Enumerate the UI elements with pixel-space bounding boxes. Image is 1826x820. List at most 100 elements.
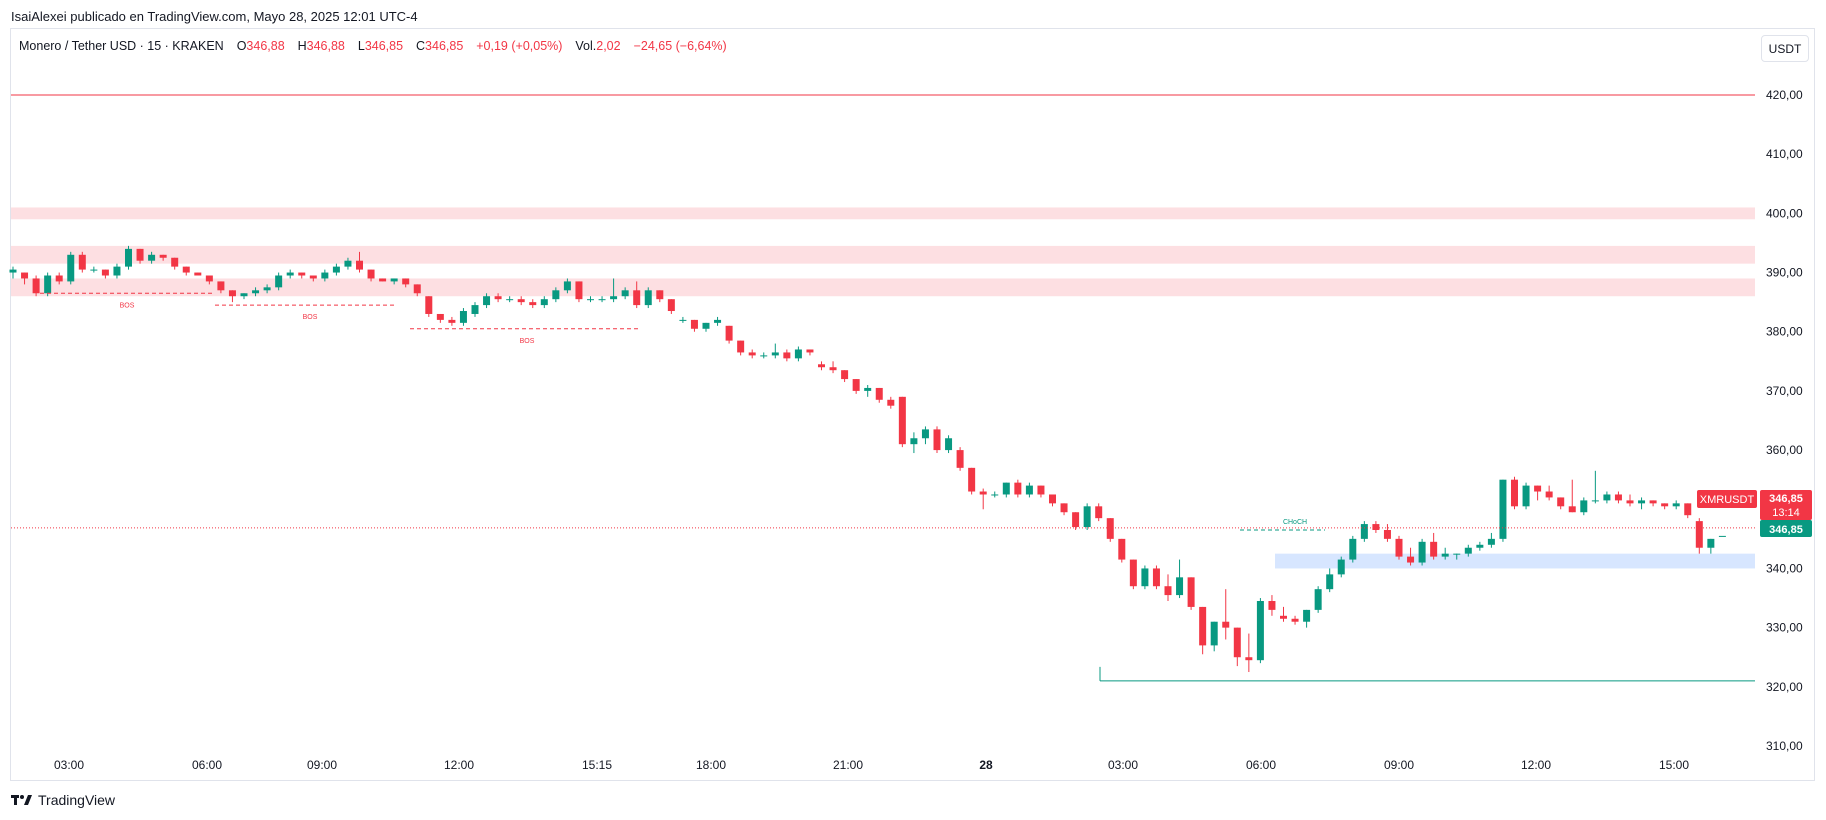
candle-body [194, 272, 202, 276]
zone-3 [1275, 553, 1755, 569]
candle-body [1591, 500, 1599, 502]
candle-body [344, 260, 352, 267]
y-tick-label: 340,00 [1766, 561, 1803, 575]
candle-body [1152, 568, 1160, 587]
candle-body [956, 450, 964, 468]
candle-body [1072, 512, 1080, 528]
candle-body [898, 396, 906, 445]
candle-body [148, 254, 156, 261]
candle-body [471, 305, 479, 314]
candle-body [379, 278, 387, 282]
candle-body [991, 494, 999, 496]
candle-body [1245, 657, 1253, 661]
candle-body [1557, 497, 1565, 507]
candle-body [1522, 485, 1530, 507]
symbol-description[interactable]: Monero / Tether USD · 15 · KRAKEN [19, 39, 224, 53]
zone-1 [11, 245, 1755, 264]
annotation-label-2: BOS [520, 338, 535, 345]
candle-body [1141, 568, 1149, 587]
candle-body [575, 281, 583, 300]
candle-body [1337, 559, 1345, 575]
candle-body [55, 275, 63, 282]
candle-body [1695, 521, 1703, 548]
candle-body [656, 290, 664, 300]
candle-body [921, 429, 929, 439]
candle-body [1430, 541, 1438, 557]
candle-body [1453, 553, 1461, 555]
candle-body [309, 275, 317, 279]
candle-body [1176, 577, 1184, 596]
candle-body [159, 254, 167, 258]
candle-body [714, 319, 722, 323]
candle-body [1187, 577, 1195, 607]
candle-body [621, 290, 629, 297]
candle-body [1661, 503, 1669, 507]
candle-body [1395, 538, 1403, 557]
y-tick-label: 410,00 [1766, 147, 1803, 161]
candle-body [1106, 518, 1114, 539]
candle-body [1049, 494, 1056, 504]
candle-body [1280, 615, 1287, 619]
candle-body [425, 296, 433, 314]
candle-body [529, 302, 537, 306]
candle-body [563, 281, 571, 291]
candle-body [1441, 553, 1449, 557]
y-tick-label: 310,00 [1766, 739, 1803, 753]
high-value: 346,88 [306, 39, 345, 53]
x-tick-label: 09:00 [307, 758, 337, 772]
close-value: 346,85 [425, 39, 464, 53]
candle-body [552, 290, 560, 300]
annotation-label-3: CHoCH [1283, 519, 1307, 526]
candle-body [1372, 524, 1380, 530]
symbol-tag [1697, 490, 1757, 508]
annotation-label-1: BOS [303, 314, 318, 321]
candle-body [32, 278, 40, 294]
candle-body [1129, 559, 1137, 587]
candle-body [1383, 529, 1391, 539]
candle-body [1118, 538, 1126, 560]
candle-body [1025, 485, 1033, 495]
x-tick-label: 06:00 [1246, 758, 1276, 772]
candle-body [737, 340, 745, 353]
y-tick-label: 390,00 [1766, 266, 1803, 280]
candle-body [1464, 547, 1472, 554]
candle-body [1487, 538, 1495, 545]
last-tag [1760, 520, 1812, 537]
low-label: L [357, 39, 365, 53]
candle-body [598, 299, 606, 301]
candle-body [806, 349, 814, 353]
candle-body [413, 284, 421, 294]
candle-body [228, 290, 236, 297]
volume-label: Vol. [575, 39, 597, 53]
candle-body [171, 257, 179, 267]
candle-body [459, 311, 467, 323]
x-tick-label: 03:00 [54, 758, 84, 772]
candle-body [298, 272, 306, 276]
candle-body [1291, 618, 1299, 622]
x-tick-label: 09:00 [1384, 758, 1414, 772]
candle-body [263, 287, 271, 291]
candle-body [1499, 479, 1507, 539]
y-tick-label: 370,00 [1766, 384, 1803, 398]
close-label: C [416, 39, 426, 53]
candle-body [252, 290, 260, 294]
candle-body [690, 319, 698, 329]
candle-body [1360, 524, 1368, 539]
candle-body [794, 349, 802, 359]
candle-body [136, 248, 144, 261]
candle-body [1511, 479, 1518, 507]
candle-body [667, 299, 675, 312]
volume-change-value: −24,65 (−6,64%) [633, 39, 727, 53]
currency-button[interactable]: USDT [1761, 35, 1809, 62]
candle-body [494, 296, 502, 300]
candle-body [448, 319, 456, 323]
candle-body [783, 352, 791, 359]
chart-frame [10, 28, 1815, 781]
price-tag-value: 346,85 [1769, 493, 1803, 505]
brand[interactable]: TradingView [11, 792, 115, 808]
candle-body [1476, 544, 1484, 548]
candle-body [933, 429, 941, 451]
candle-body [1210, 621, 1218, 646]
y-tick-label: 380,00 [1766, 325, 1803, 339]
